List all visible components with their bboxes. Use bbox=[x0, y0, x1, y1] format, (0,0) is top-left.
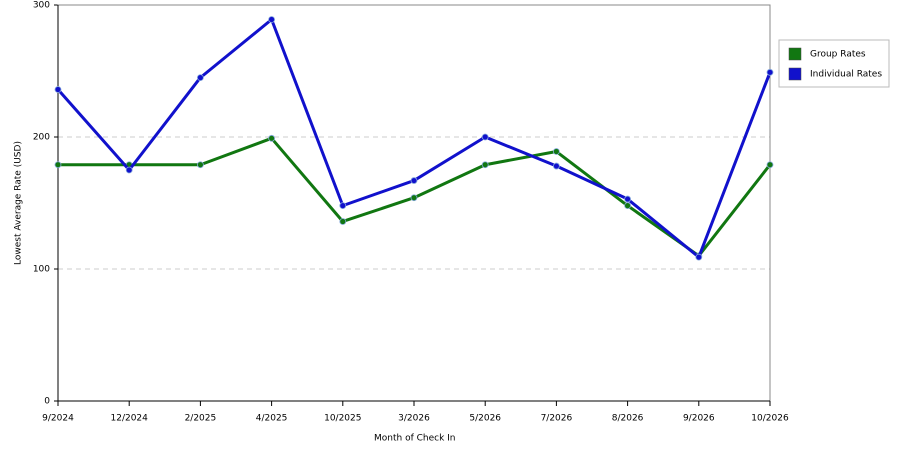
data-point bbox=[196, 161, 204, 169]
data-point bbox=[410, 177, 418, 184]
data-point bbox=[339, 218, 347, 225]
data-point bbox=[54, 161, 62, 169]
data-point bbox=[695, 253, 703, 261]
legend-swatch bbox=[788, 47, 802, 61]
data-point bbox=[624, 202, 631, 210]
x-tick-label: 9/2024 bbox=[42, 414, 74, 424]
x-tick-label: 2/2025 bbox=[185, 414, 217, 424]
data-point bbox=[268, 134, 276, 142]
x-tick-label: 4/2025 bbox=[256, 414, 288, 424]
x-tick-label: 12/2024 bbox=[111, 414, 149, 424]
data-point bbox=[766, 68, 774, 76]
data-point bbox=[54, 86, 62, 93]
legend-swatch bbox=[788, 67, 802, 81]
legend-label: Group Rates bbox=[810, 50, 866, 60]
y-tick-label: 100 bbox=[33, 265, 50, 275]
x-tick-label: 9/2026 bbox=[683, 414, 715, 424]
y-tick-label: 300 bbox=[33, 1, 50, 11]
x-axis-label: Month of Check In bbox=[374, 434, 456, 444]
data-point bbox=[766, 161, 774, 169]
series-line bbox=[56, 18, 772, 259]
data-point bbox=[481, 161, 489, 169]
x-tick-label: 10/2025 bbox=[324, 414, 361, 424]
y-axis-label: Lowest Average Rate (USD) bbox=[14, 141, 24, 265]
plot-frame bbox=[57, 4, 771, 402]
data-point bbox=[624, 195, 631, 203]
data-point bbox=[268, 16, 276, 23]
x-tick-label: 5/2026 bbox=[469, 414, 501, 424]
data-point bbox=[481, 133, 489, 141]
data-point bbox=[553, 162, 560, 170]
data-point bbox=[125, 166, 133, 174]
data-point bbox=[410, 194, 418, 202]
y-tick-label: 0 bbox=[44, 397, 50, 407]
legend-label: Individual Rates bbox=[810, 70, 882, 80]
data-point bbox=[339, 202, 347, 210]
x-tick-label: 3/2026 bbox=[398, 414, 430, 424]
data-point bbox=[553, 148, 560, 155]
x-tick-label: 7/2026 bbox=[541, 414, 573, 424]
data-point bbox=[196, 74, 204, 81]
y-tick-label: 200 bbox=[33, 133, 50, 143]
x-tick-label: 8/2026 bbox=[612, 414, 644, 424]
x-tick-label: 10/2026 bbox=[751, 414, 789, 424]
